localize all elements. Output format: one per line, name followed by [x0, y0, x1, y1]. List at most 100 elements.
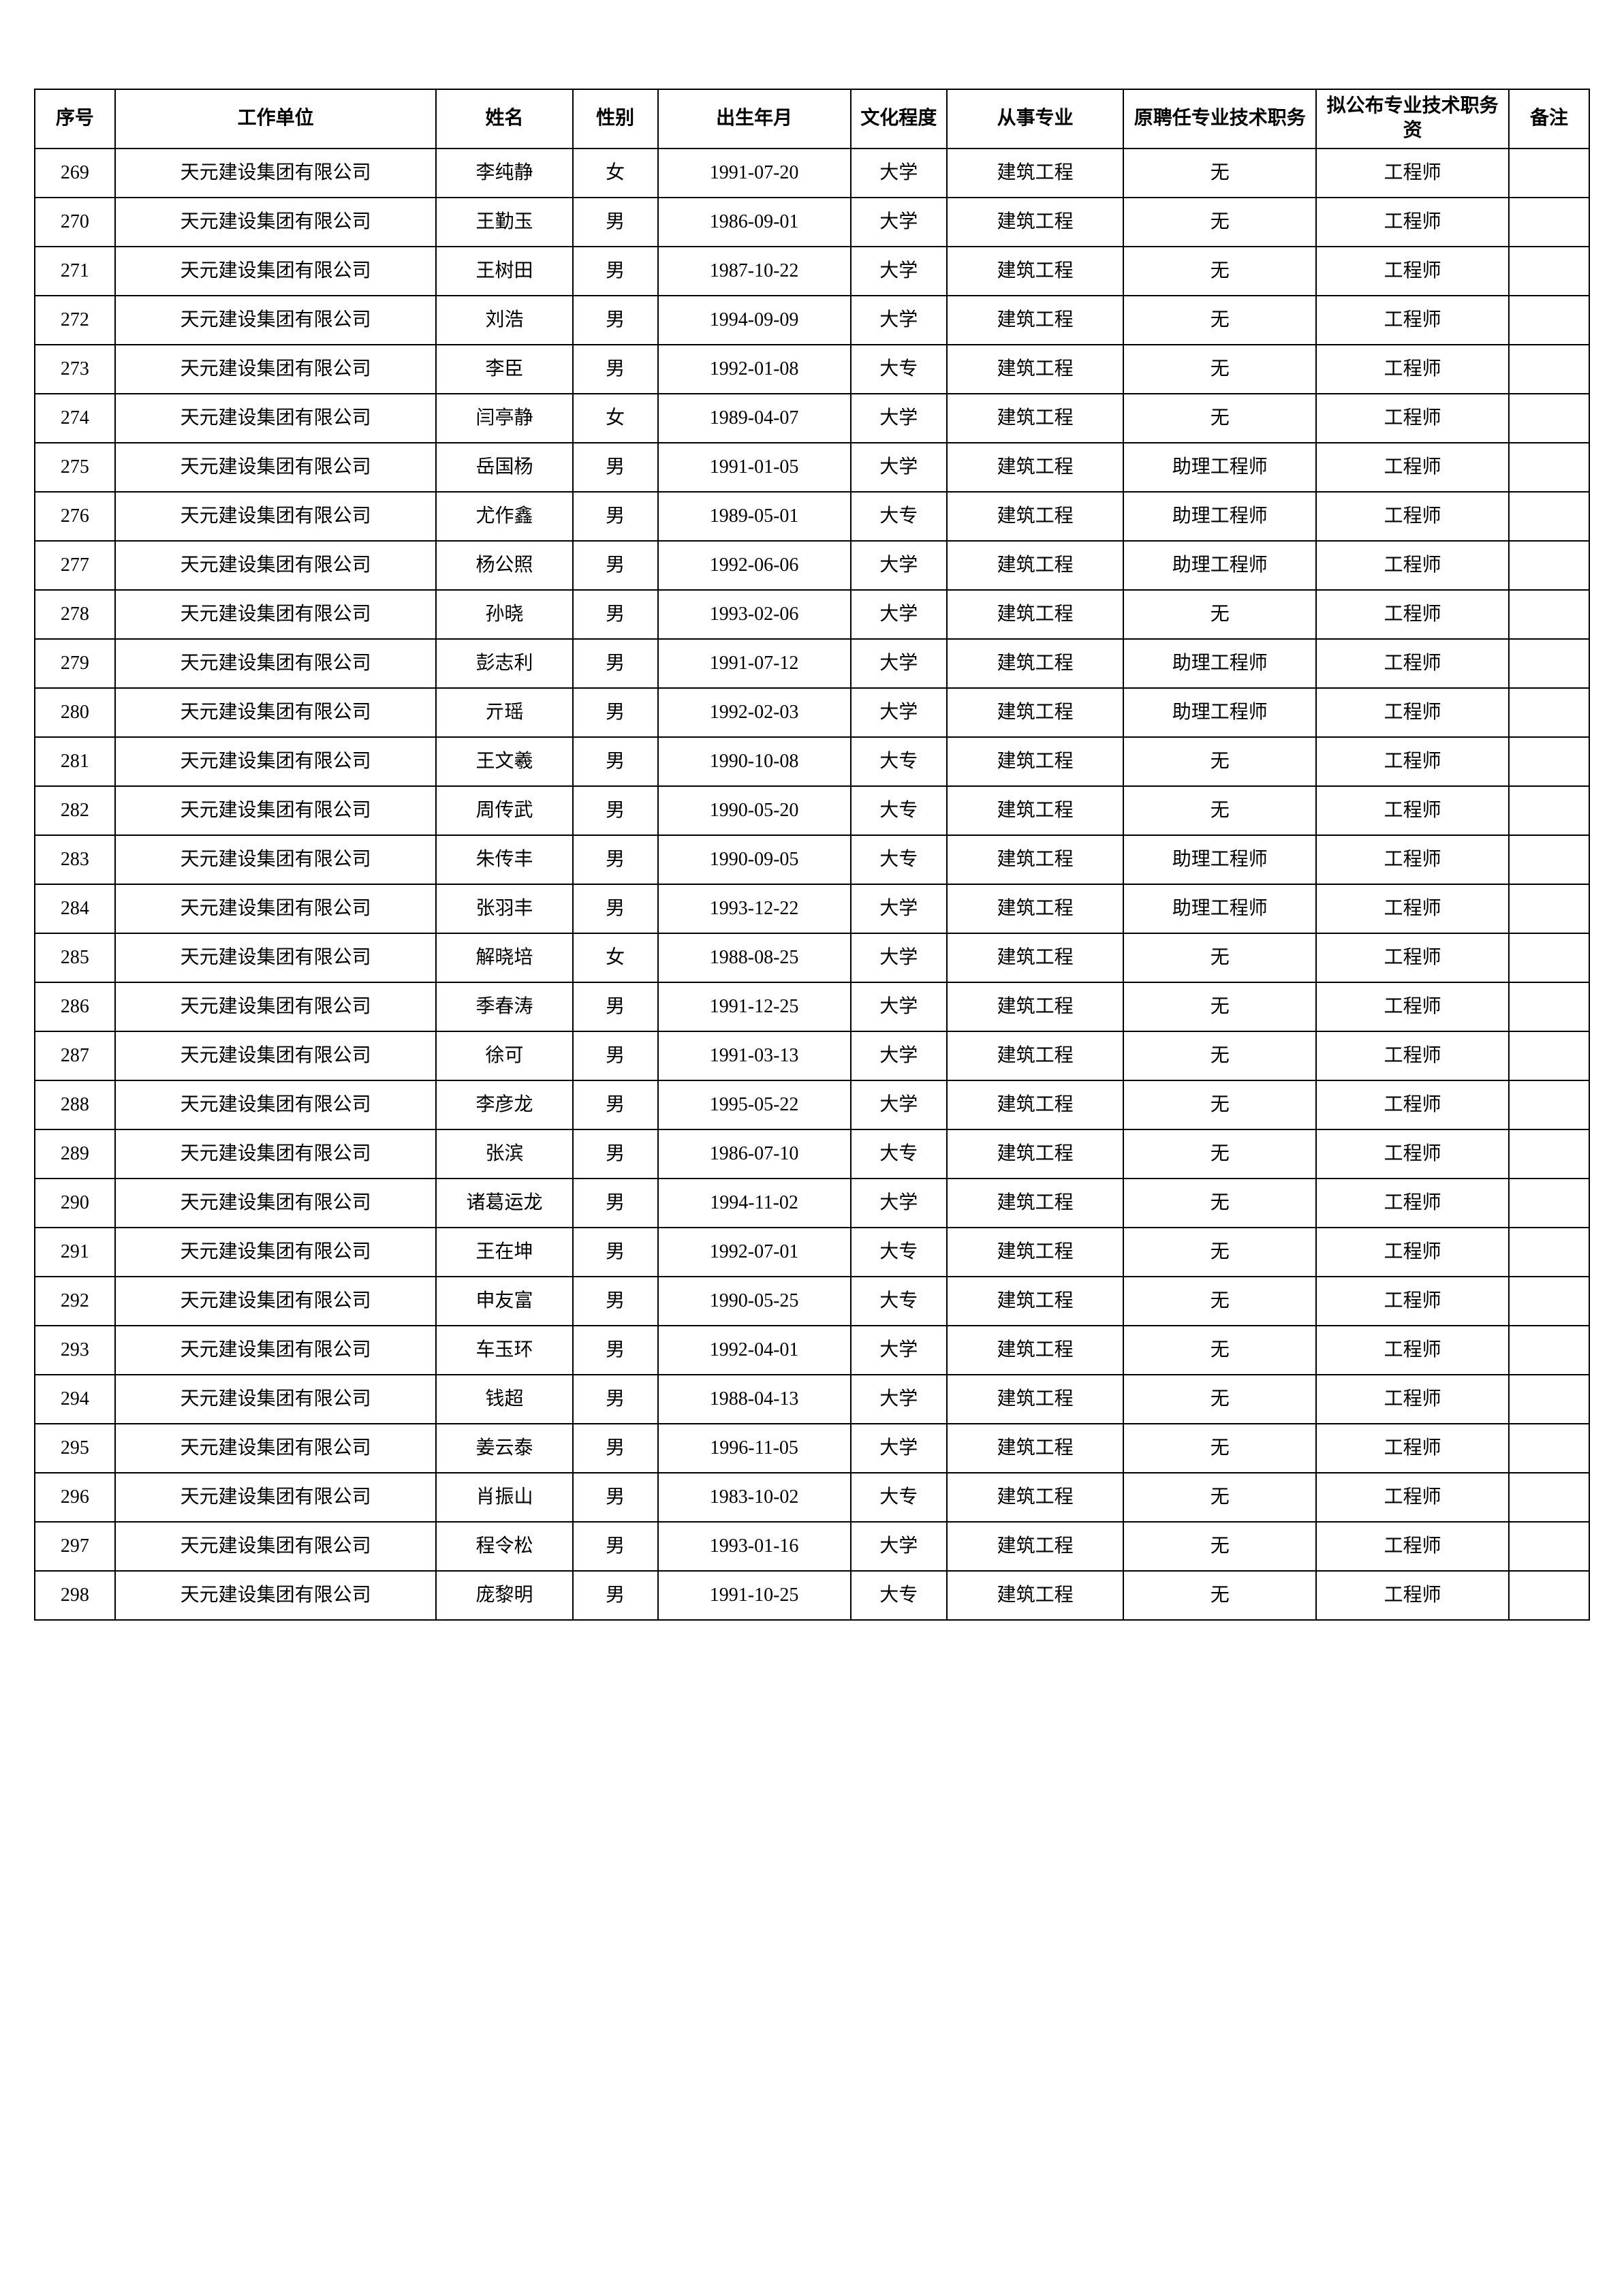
table-cell: 工程师	[1316, 443, 1509, 492]
table-cell	[1509, 1031, 1589, 1080]
table-row: 271天元建设集团有限公司王树田男1987-10-22大学建筑工程无工程师	[35, 247, 1589, 296]
table-cell: 无	[1123, 786, 1316, 835]
table-cell: 大学	[851, 933, 947, 982]
table-cell: 肖振山	[436, 1473, 572, 1522]
table-cell	[1509, 786, 1589, 835]
table-cell: 男	[573, 688, 658, 737]
table-row: 293天元建设集团有限公司车玉环男1992-04-01大学建筑工程无工程师	[35, 1326, 1589, 1375]
header-proposed-title: 拟公布专业技术职务资	[1316, 89, 1509, 149]
table-cell: 天元建设集团有限公司	[115, 590, 436, 639]
table-cell: 建筑工程	[947, 884, 1123, 933]
table-row: 290天元建设集团有限公司诸葛运龙男1994-11-02大学建筑工程无工程师	[35, 1179, 1589, 1228]
table-cell: 建筑工程	[947, 639, 1123, 688]
table-cell: 岳国杨	[436, 443, 572, 492]
table-cell: 王树田	[436, 247, 572, 296]
table-cell: 1993-01-16	[658, 1522, 851, 1571]
table-cell: 男	[573, 1375, 658, 1424]
table-cell: 助理工程师	[1123, 443, 1316, 492]
table-cell: 大专	[851, 1571, 947, 1620]
table-cell: 姜云泰	[436, 1424, 572, 1473]
header-remark: 备注	[1509, 89, 1589, 149]
table-row: 281天元建设集团有限公司王文羲男1990-10-08大专建筑工程无工程师	[35, 737, 1589, 786]
table-cell: 1989-05-01	[658, 492, 851, 541]
table-row: 288天元建设集团有限公司李彦龙男1995-05-22大学建筑工程无工程师	[35, 1080, 1589, 1129]
table-cell: 270	[35, 198, 115, 247]
table-cell: 男	[573, 590, 658, 639]
table-cell: 建筑工程	[947, 1228, 1123, 1277]
table-cell: 1996-11-05	[658, 1424, 851, 1473]
table-cell: 大专	[851, 1473, 947, 1522]
table-cell	[1509, 982, 1589, 1031]
table-cell: 工程师	[1316, 639, 1509, 688]
table-cell: 建筑工程	[947, 1031, 1123, 1080]
table-header-row: 序号 工作单位 姓名 性别 出生年月 文化程度 从事专业 原聘任专业技术职务 拟…	[35, 89, 1589, 149]
table-cell: 庞黎明	[436, 1571, 572, 1620]
table-cell: 1994-11-02	[658, 1179, 851, 1228]
table-cell: 无	[1123, 933, 1316, 982]
table-cell: 男	[573, 1326, 658, 1375]
table-cell: 亓瑶	[436, 688, 572, 737]
table-cell: 大学	[851, 1080, 947, 1129]
table-body: 269天元建设集团有限公司李纯静女1991-07-20大学建筑工程无工程师270…	[35, 149, 1589, 1620]
table-cell: 1992-02-03	[658, 688, 851, 737]
table-cell: 298	[35, 1571, 115, 1620]
table-cell: 男	[573, 884, 658, 933]
table-cell: 279	[35, 639, 115, 688]
table-cell: 工程师	[1316, 982, 1509, 1031]
table-cell: 无	[1123, 394, 1316, 443]
table-cell: 1990-09-05	[658, 835, 851, 884]
table-row: 270天元建设集团有限公司王勤玉男1986-09-01大学建筑工程无工程师	[35, 198, 1589, 247]
table-cell: 281	[35, 737, 115, 786]
table-cell: 无	[1123, 198, 1316, 247]
table-cell: 建筑工程	[947, 737, 1123, 786]
table-cell: 大学	[851, 688, 947, 737]
table-cell	[1509, 835, 1589, 884]
table-cell: 天元建设集团有限公司	[115, 933, 436, 982]
table-cell: 无	[1123, 1522, 1316, 1571]
table-cell: 1991-10-25	[658, 1571, 851, 1620]
table-cell: 无	[1123, 590, 1316, 639]
table-cell: 大专	[851, 345, 947, 394]
table-cell: 无	[1123, 1179, 1316, 1228]
table-cell: 大学	[851, 590, 947, 639]
table-cell: 男	[573, 1571, 658, 1620]
table-cell	[1509, 933, 1589, 982]
table-cell: 工程师	[1316, 1473, 1509, 1522]
table-cell: 1991-07-20	[658, 149, 851, 198]
table-cell: 建筑工程	[947, 688, 1123, 737]
table-cell: 1995-05-22	[658, 1080, 851, 1129]
table-row: 295天元建设集团有限公司姜云泰男1996-11-05大学建筑工程无工程师	[35, 1424, 1589, 1473]
table-cell: 助理工程师	[1123, 639, 1316, 688]
table-cell: 天元建设集团有限公司	[115, 492, 436, 541]
table-cell	[1509, 1179, 1589, 1228]
table-cell	[1509, 149, 1589, 198]
table-cell: 张羽丰	[436, 884, 572, 933]
header-company: 工作单位	[115, 89, 436, 149]
table-cell: 天元建设集团有限公司	[115, 1277, 436, 1326]
table-cell: 男	[573, 1031, 658, 1080]
table-cell: 杨公照	[436, 541, 572, 590]
table-cell: 工程师	[1316, 1522, 1509, 1571]
table-row: 274天元建设集团有限公司闫亭静女1989-04-07大学建筑工程无工程师	[35, 394, 1589, 443]
table-cell: 男	[573, 1129, 658, 1179]
table-cell: 大学	[851, 394, 947, 443]
table-cell: 建筑工程	[947, 296, 1123, 345]
table-cell	[1509, 1326, 1589, 1375]
table-cell: 女	[573, 394, 658, 443]
table-cell: 大专	[851, 1129, 947, 1179]
table-cell: 294	[35, 1375, 115, 1424]
table-cell: 大学	[851, 1179, 947, 1228]
table-row: 292天元建设集团有限公司申友富男1990-05-25大专建筑工程无工程师	[35, 1277, 1589, 1326]
table-cell: 天元建设集团有限公司	[115, 541, 436, 590]
table-cell: 大专	[851, 737, 947, 786]
table-cell: 建筑工程	[947, 394, 1123, 443]
table-cell: 1983-10-02	[658, 1473, 851, 1522]
table-cell: 天元建设集团有限公司	[115, 786, 436, 835]
table-cell: 工程师	[1316, 1277, 1509, 1326]
table-cell	[1509, 394, 1589, 443]
table-cell: 大学	[851, 198, 947, 247]
table-cell: 建筑工程	[947, 1277, 1123, 1326]
table-cell: 女	[573, 149, 658, 198]
table-cell: 大学	[851, 639, 947, 688]
header-prev-title: 原聘任专业技术职务	[1123, 89, 1316, 149]
